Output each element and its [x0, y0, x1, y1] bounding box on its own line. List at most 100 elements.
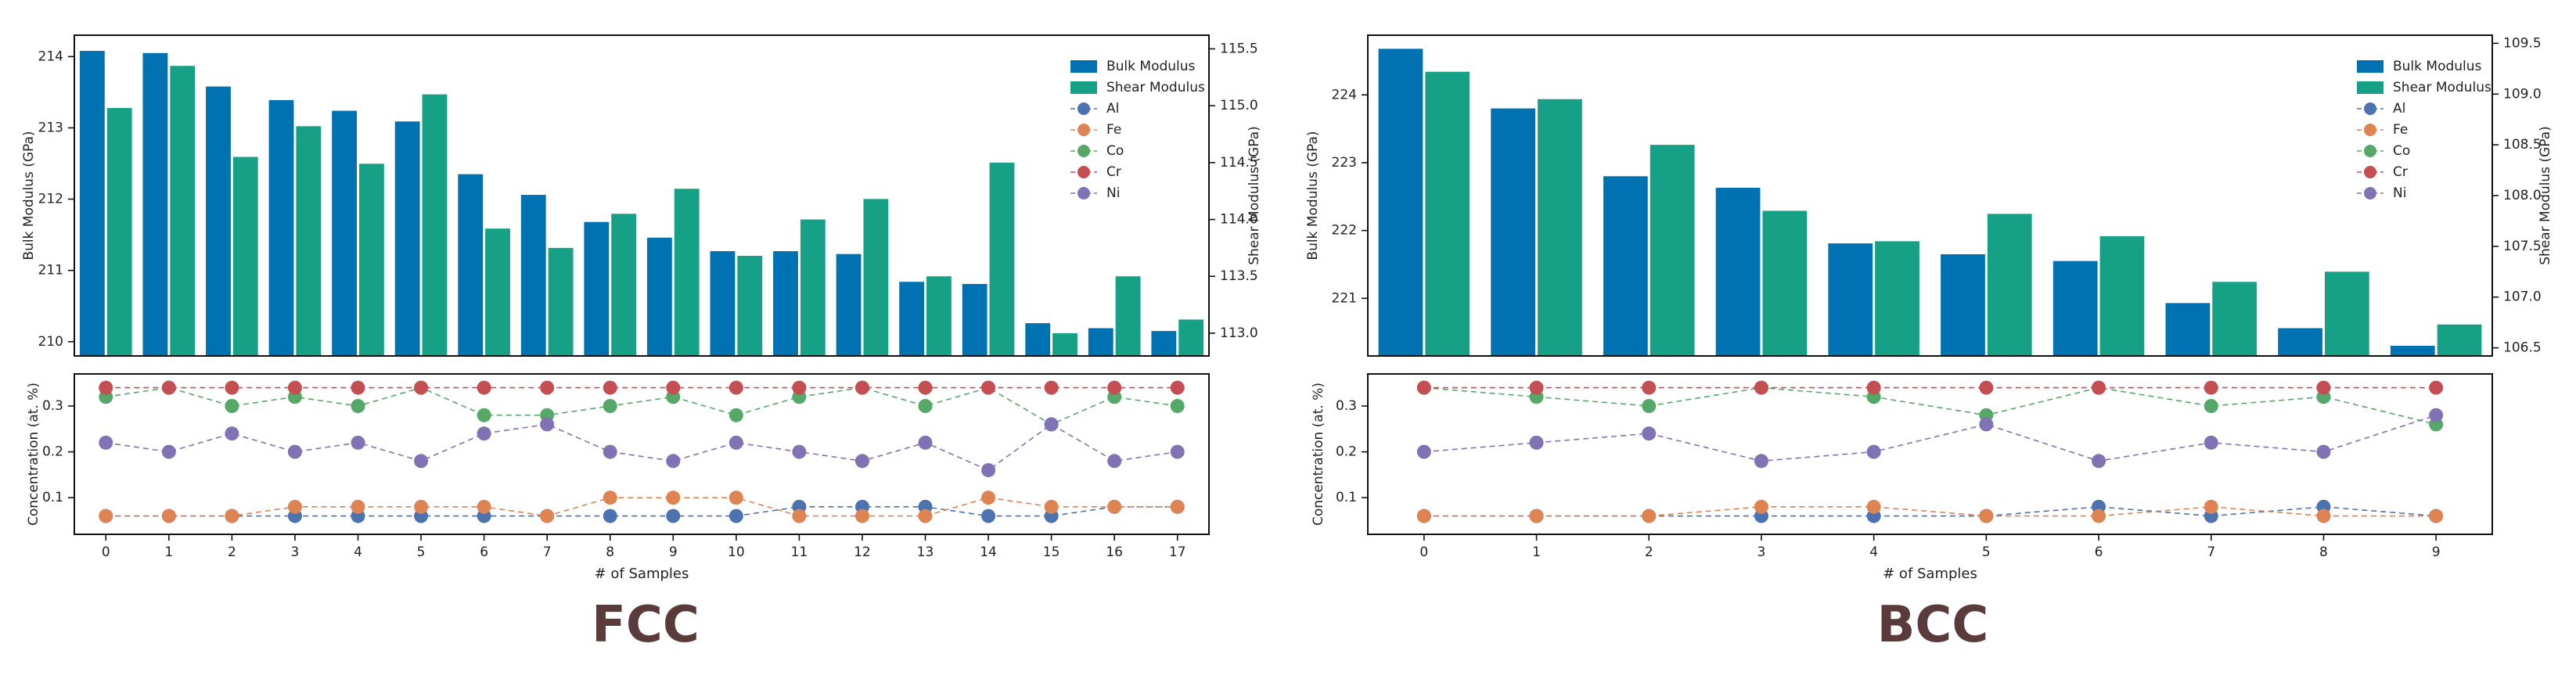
fcc-x-tick-label: 11 [791, 544, 808, 560]
bcc-point-fe [1866, 499, 1881, 514]
fcc-point-al [729, 509, 743, 523]
fcc-point-fe [666, 491, 681, 505]
bcc-legend-marker [2364, 102, 2376, 115]
bcc-line-ni [1423, 414, 2437, 462]
fcc-left-tick-label: 212 [38, 192, 63, 207]
fcc-point-ni [1044, 417, 1059, 432]
fcc-bulk-bar [1025, 323, 1051, 356]
fcc-bottom-ylabel: Concentration (at. %) [26, 383, 41, 526]
fcc-point-cr [918, 380, 933, 395]
fcc-shear-bar [1115, 276, 1141, 356]
fcc-bulk-bar [836, 253, 862, 356]
bcc-point-fe [2204, 499, 2218, 514]
fcc-point-ni [1170, 444, 1185, 459]
fcc-bulk-bar [773, 251, 798, 356]
fcc-bulk-bar [584, 221, 610, 356]
fcc-point-fe [981, 491, 996, 505]
fcc-legend-label: Cr [1106, 164, 1121, 180]
bcc-right-tick-label: 107.5 [2503, 239, 2542, 254]
fcc-point-cr [1044, 380, 1059, 395]
bcc-legend-marker [2364, 124, 2376, 136]
fcc-shear-bar [170, 66, 196, 357]
fcc-point-ni [854, 454, 869, 469]
fcc-shear-bar [926, 276, 952, 356]
fcc-x-tick-label: 2 [228, 544, 236, 560]
fcc-shear-bar [359, 164, 384, 356]
fcc-bulk-bar [458, 174, 484, 356]
bcc-point-ni [2092, 454, 2106, 469]
bcc-right-tick-label: 109.5 [2503, 35, 2542, 51]
fcc-line-co [106, 386, 1178, 426]
bcc-legend-marker [2364, 187, 2376, 199]
fcc-point-fe [854, 509, 869, 523]
bcc-legend-marker [2364, 166, 2376, 178]
bcc-point-cr [2092, 380, 2106, 395]
bcc-shear-bar [1762, 210, 1808, 356]
fcc-point-cr [225, 380, 239, 395]
fcc-bottom-axes-frame [74, 373, 1210, 535]
bcc-shear-bar [2324, 271, 2369, 356]
fcc-point-co [351, 399, 365, 413]
fcc-shear-bar [800, 219, 826, 356]
bcc-point-fe [2316, 509, 2331, 523]
fcc-x-tick-label: 5 [417, 544, 426, 560]
bcc-point-cr [2204, 380, 2218, 395]
fcc-point-cr [1170, 380, 1185, 395]
fcc-shear-bar [1178, 319, 1204, 356]
bcc-bulk-bar [2390, 345, 2435, 356]
fcc-right-tick-label: 114.0 [1220, 212, 1258, 228]
fcc-line-ni [106, 423, 1178, 471]
bcc-point-fe [1529, 509, 1544, 523]
bcc-legend-label: Ni [2393, 185, 2406, 201]
bcc-x-tick-label: 0 [1419, 544, 1428, 560]
fcc-legend-label: Bulk Modulus [1106, 59, 1196, 74]
fcc-shear-bar [674, 189, 700, 356]
bcc-left-tick-label: 221 [1332, 290, 1357, 306]
bcc-shear-bar [2212, 282, 2258, 356]
bcc-bulk-bar [1603, 176, 1648, 356]
bcc-x-tick-label: 2 [1645, 544, 1653, 560]
bcc-shear-bar [2437, 324, 2482, 356]
bcc-point-ni [2429, 408, 2444, 422]
fcc-shear-bar [1052, 332, 1078, 356]
fcc-point-ni [729, 435, 743, 450]
fcc-x-tick-label: 9 [669, 544, 678, 560]
bcc-point-cr [1754, 380, 1768, 395]
fcc-left-tick-label: 213 [38, 120, 63, 135]
fcc-legend-swatch [1070, 60, 1097, 73]
fcc-legend-marker [1078, 166, 1090, 178]
fcc-x-tick-label: 0 [102, 544, 110, 560]
fcc-left-tick-label: 211 [38, 263, 63, 279]
bcc-point-ni [1979, 417, 1994, 432]
fcc-x-tick-label: 8 [606, 544, 614, 560]
bcc-point-ni [1529, 435, 1544, 450]
fcc-point-fe [918, 509, 933, 523]
fcc-bulk-bar [962, 283, 988, 356]
bcc-point-ni [1416, 444, 1431, 459]
fcc-bulk-bar [1151, 331, 1177, 356]
bcc-bottom-tick-label: 0.1 [1336, 490, 1357, 505]
fcc-x-tick-label: 13 [917, 544, 934, 560]
fcc-point-ni [666, 454, 681, 469]
fcc-top-axes-frame [74, 34, 1210, 357]
fcc-point-cr [603, 380, 617, 395]
fcc-point-ni [99, 435, 113, 450]
bcc-x-tick-label: 4 [1869, 544, 1878, 560]
fcc-shear-bar [611, 214, 637, 356]
bcc-point-ni [1866, 444, 1881, 459]
fcc-point-fe [1044, 499, 1059, 514]
fcc-point-co [477, 408, 491, 422]
bcc-right-tick-label: 108.5 [2503, 137, 2542, 153]
bcc-ylabel: Bulk Modulus (GPa) [1305, 131, 1321, 260]
fcc-bulk-bar [332, 110, 357, 357]
bcc-xlabel: # of Samples [1883, 566, 1977, 582]
fcc-x-tick-label: 15 [1043, 544, 1060, 560]
bcc-right-tick-label: 108.0 [2503, 188, 2542, 203]
fcc-shear-bar [548, 247, 574, 356]
fcc-ylabel-right: Shear Modulus (GPa) [1247, 126, 1262, 265]
fcc-point-cr [287, 380, 302, 395]
bcc-point-cr [1866, 380, 1881, 395]
fcc-point-fe [225, 509, 239, 523]
bcc-legend-swatch [2357, 60, 2384, 73]
fcc-legend-label: Ni [1106, 185, 1120, 201]
